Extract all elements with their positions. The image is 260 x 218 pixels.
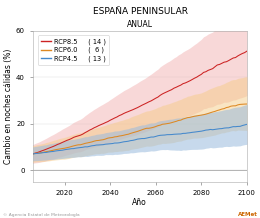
- Text: © Agencia Estatal de Meteorología: © Agencia Estatal de Meteorología: [3, 213, 79, 217]
- X-axis label: Año: Año: [132, 198, 147, 207]
- Legend: RCP8.5     ( 14 ), RCP6.0     (  6 ), RCP4.5     ( 13 ): RCP8.5 ( 14 ), RCP6.0 ( 6 ), RCP4.5 ( 13…: [38, 36, 109, 65]
- Text: ESPAÑA PENINSULAR: ESPAÑA PENINSULAR: [93, 7, 188, 15]
- Text: ANUAL: ANUAL: [127, 20, 153, 29]
- Text: AEMet: AEMet: [238, 212, 257, 217]
- Y-axis label: Cambio en noches cálidas (%): Cambio en noches cálidas (%): [4, 49, 13, 164]
